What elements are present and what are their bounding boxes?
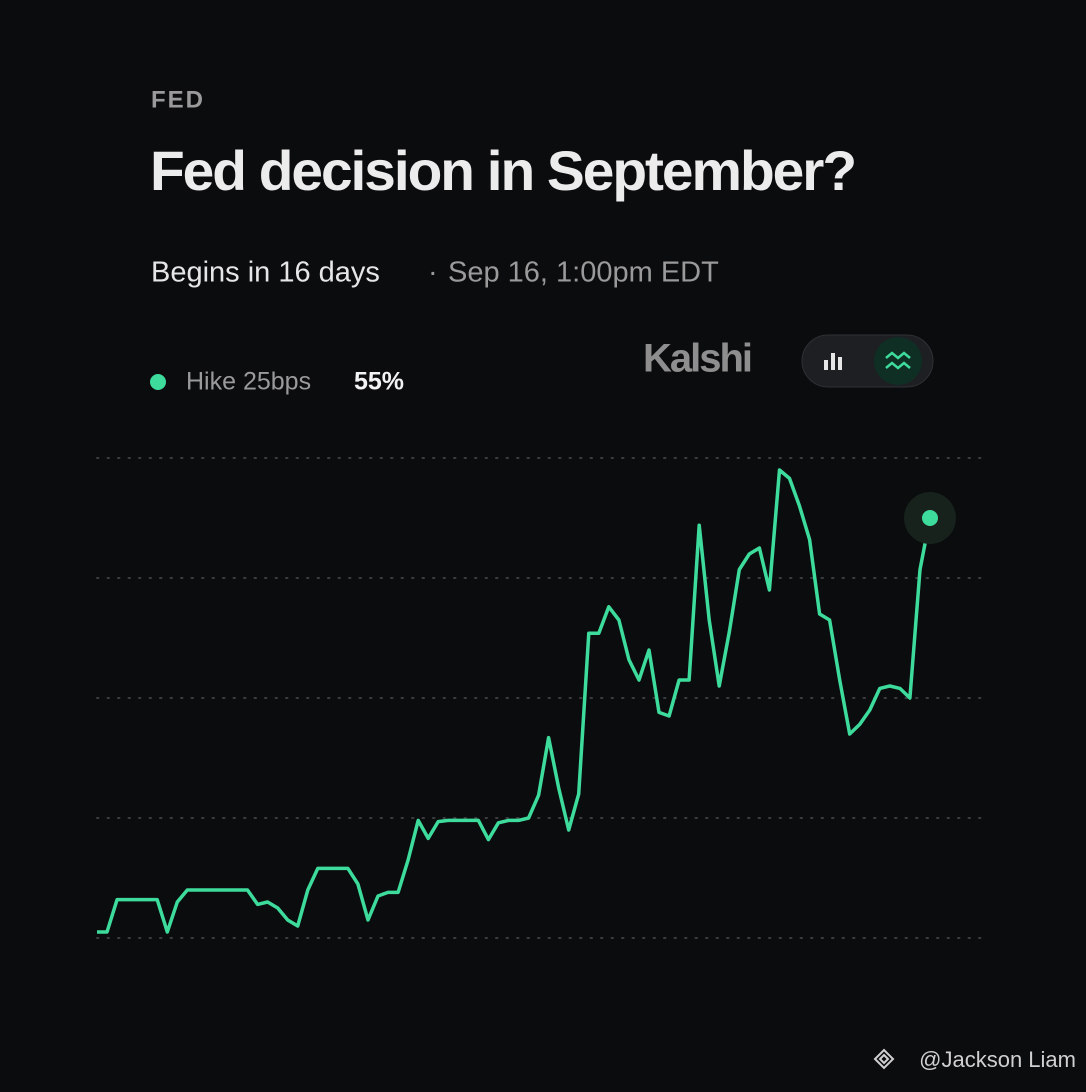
legend-marker bbox=[150, 374, 166, 390]
bar-view-icon[interactable] bbox=[824, 353, 842, 370]
chart-title: Fed decision in September? bbox=[150, 139, 855, 202]
series-line bbox=[97, 468, 932, 934]
category: FED bbox=[151, 86, 205, 113]
legend-value: 55% bbox=[354, 368, 404, 396]
legend-label: Hike 25bps bbox=[186, 368, 311, 396]
watermark-icon bbox=[873, 1048, 895, 1070]
watermark: @Jackson Liam bbox=[919, 1047, 1076, 1072]
brand: Kalshi bbox=[643, 337, 751, 381]
separator: · bbox=[428, 257, 438, 289]
end-point bbox=[922, 510, 938, 526]
line-view-icon bbox=[885, 351, 911, 370]
line-view-button[interactable] bbox=[874, 337, 922, 385]
subtitle-lead: Begins in 16 days bbox=[151, 257, 380, 289]
subtitle-date: Sep 16, 1:00pm EDT bbox=[448, 257, 719, 289]
